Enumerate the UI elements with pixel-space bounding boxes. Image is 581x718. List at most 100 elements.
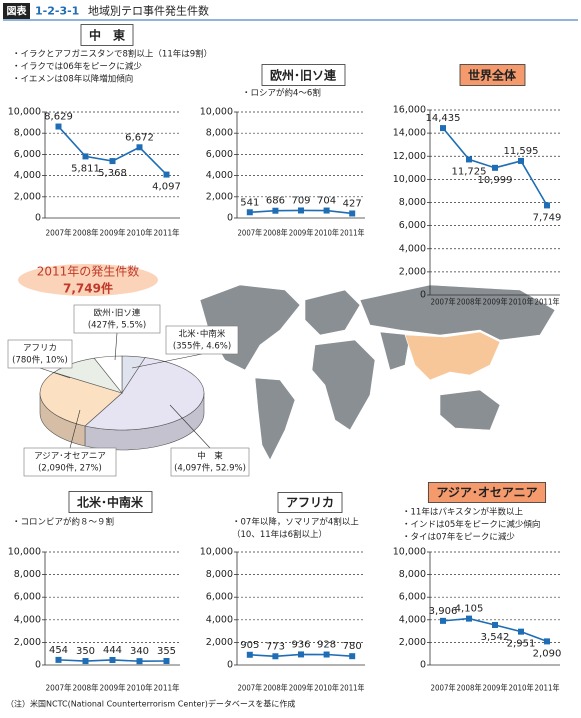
x-tick-label: 2008年 — [457, 683, 482, 693]
chart-title: 欧州･旧ソ連 — [270, 68, 337, 83]
y-tick-label: 6,000 — [399, 220, 426, 231]
line-chart: アフリカ・07年以降，ソマリアが4割以上（10、11年は6割以上） 0 2,000 4… — [200, 492, 365, 693]
y-tick-label: 10,000 — [393, 547, 426, 558]
footnote: （注）米国NCTC(National Counterterrorism Cent… — [6, 699, 295, 709]
header-badge — [3, 3, 30, 19]
chart-title: アフリカ — [286, 496, 334, 510]
x-tick-label: 2008年 — [457, 297, 482, 307]
y-tick-label: 4,000 — [206, 614, 233, 625]
value-label: 7,749 — [533, 212, 562, 223]
y-tick-label: 0 — [35, 660, 41, 671]
point-marker — [349, 210, 356, 217]
value-label: 14,435 — [426, 113, 461, 124]
value-label: 11,595 — [504, 146, 539, 157]
x-tick-label: 2011年 — [154, 683, 180, 693]
x-tick-label: 2011年 — [340, 683, 365, 693]
x-tick-label: 2007年 — [431, 683, 456, 693]
value-label: 5,811 — [71, 163, 100, 174]
point-marker — [136, 658, 143, 665]
y-tick-label: 8,000 — [399, 197, 426, 208]
header-title: 地域別テロ事件発生件数 — [88, 4, 209, 18]
point-marker — [109, 656, 116, 663]
x-tick-label: 2007年 — [238, 228, 263, 238]
line-chart: 欧州･旧ソ連・ロシアが約4～6割 0 2,000 4,000 6,000 8,000 10,… — [200, 64, 365, 238]
x-tick-label: 2011年 — [340, 228, 365, 238]
chart-title-box — [427, 482, 547, 503]
chart-note: ・11年はパキスタンが半数以上 — [402, 507, 524, 518]
y-tick-label: 10,000 — [8, 547, 41, 558]
value-label: 454 — [49, 645, 68, 656]
chart-title: 世界全体 — [468, 68, 517, 83]
point-marker — [492, 621, 498, 628]
line-chart: 世界全体 0 2,000 4,000 6,000 8,000 10,000 12,000 14,… — [393, 64, 562, 307]
line-chart: 中 東・イラクとアフガニスタンで8割以上（11年は9割）・イラクでは06年をピー… — [8, 24, 212, 238]
chart-title: アジア･オセアニア — [436, 486, 537, 500]
point-marker — [466, 615, 472, 622]
y-tick-label: 4,000 — [399, 243, 426, 254]
chart-note: ・イラクでは06年をピークに減少 — [12, 61, 142, 72]
x-tick-label: 2008年 — [73, 683, 99, 693]
y-tick-label: 0 — [420, 290, 426, 301]
value-label: 686 — [266, 196, 285, 207]
y-tick-label: 10,000 — [200, 107, 233, 118]
point-marker — [272, 653, 279, 660]
pie-title-glow — [18, 264, 158, 296]
value-label: 444 — [103, 645, 122, 656]
x-tick-label: 2011年 — [535, 683, 560, 693]
value-label: 8,629 — [44, 112, 73, 123]
x-tick-label: 2010年 — [509, 297, 534, 307]
pie-slice — [84, 357, 205, 431]
x-tick-label: 2010年 — [314, 228, 339, 238]
y-tick-label: 6,000 — [399, 592, 426, 603]
chart-title-box — [261, 64, 346, 86]
value-label: 6,672 — [125, 132, 154, 143]
y-tick-label: 6,000 — [14, 592, 41, 603]
y-tick-label: 2,000 — [399, 637, 426, 648]
y-tick-label: 10,000 — [200, 547, 233, 558]
value-label: 355 — [157, 646, 176, 657]
value-label: 3,542 — [481, 632, 510, 643]
chart-note: ・タイは07年をピークに減少 — [402, 532, 515, 543]
x-tick-label: 2009年 — [100, 683, 126, 693]
point-marker — [163, 171, 170, 178]
pie-label-name: 北米･中南米 — [179, 329, 226, 340]
pie-subtitle: 7,749件 — [63, 281, 113, 296]
pie-label-box — [170, 447, 250, 477]
chart-note: ・ロシアが約4～6割 — [242, 88, 321, 99]
chart-title-box — [68, 491, 153, 513]
header: 図表 1-2-3-1 地域別テロ事件発生件数 — [3, 3, 578, 21]
y-tick-label: 2,000 — [14, 637, 41, 648]
pie-label-value: (355件, 4.6%) — [173, 341, 231, 352]
point-marker — [518, 628, 524, 635]
point-marker — [323, 207, 330, 214]
point-marker — [246, 209, 253, 216]
y-tick-label: 4,000 — [14, 170, 41, 181]
y-tick-label: 2,000 — [14, 191, 41, 202]
y-tick-label: 8,000 — [206, 569, 233, 580]
x-tick-label: 2009年 — [483, 297, 508, 307]
y-tick-label: 10,000 — [8, 107, 41, 118]
point-marker — [136, 144, 143, 151]
chart-title-box — [277, 492, 343, 513]
y-tick-label: 8,000 — [206, 128, 233, 139]
pie-label-box — [73, 304, 161, 334]
y-tick-label: 14,000 — [393, 128, 426, 139]
value-label: 928 — [317, 640, 336, 651]
y-tick-label: 4,000 — [399, 614, 426, 625]
pie-label-name: アジア･オセアニア — [34, 452, 106, 462]
x-tick-label: 2011年 — [535, 297, 560, 307]
pie-label-box — [165, 325, 239, 355]
pie-label-name: 中 東 — [197, 451, 223, 462]
value-label: 773 — [266, 641, 285, 652]
y-tick-label: 10,000 — [393, 174, 426, 185]
value-label: 541 — [240, 197, 259, 208]
x-tick-label: 2009年 — [289, 683, 314, 693]
leader-line — [69, 409, 81, 449]
point-marker — [492, 164, 498, 171]
x-tick-label: 2007年 — [46, 228, 72, 238]
point-marker — [109, 158, 116, 165]
y-tick-label: 2,000 — [206, 637, 233, 648]
line-chart: アジア･オセアニア・11年はパキスタンが半数以上・インドは05年をピークに減少傾… — [393, 482, 561, 693]
header-label: 図表 — [7, 5, 28, 18]
